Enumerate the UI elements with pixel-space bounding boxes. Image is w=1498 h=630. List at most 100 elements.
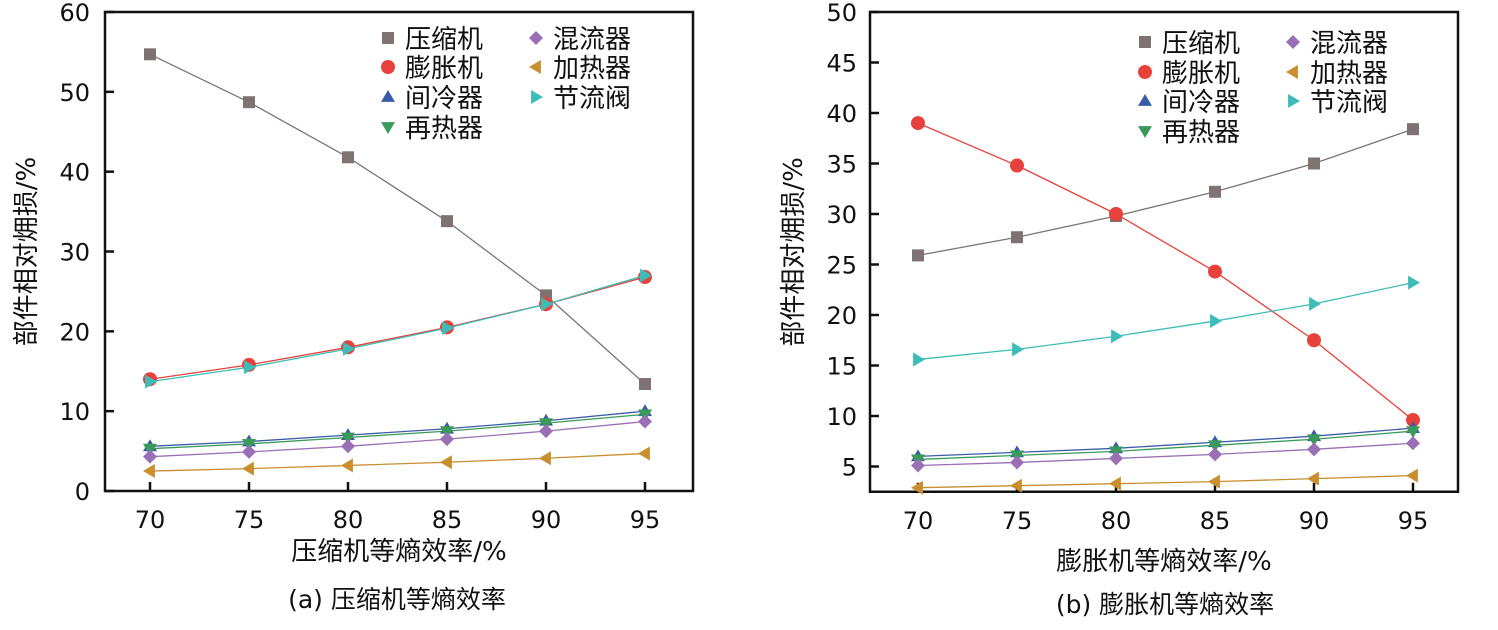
y-tick-label: 20 <box>59 318 90 346</box>
data-point <box>638 446 650 461</box>
y-tick-label: 30 <box>826 201 857 229</box>
series-line <box>149 274 646 383</box>
data-point <box>143 449 157 464</box>
data-point <box>244 360 256 375</box>
legend-marker <box>1138 126 1152 138</box>
data-point <box>911 116 925 131</box>
legend-label: 节流阀 <box>553 84 631 114</box>
x-axis-label: 压缩机等熵效率/% <box>291 537 506 567</box>
data-point <box>440 455 452 470</box>
y-tick-label: 0 <box>75 478 90 506</box>
legend-marker <box>1288 94 1300 108</box>
series-line <box>917 474 1414 489</box>
data-point <box>639 378 651 391</box>
series-line <box>917 427 1414 458</box>
x-tick-label: 95 <box>630 506 661 534</box>
data-point <box>1109 451 1123 466</box>
x-tick-label: 70 <box>903 507 934 535</box>
x-tick-label: 85 <box>432 506 463 534</box>
data-point <box>1309 296 1321 311</box>
series-加热器 <box>911 468 1418 495</box>
legend-marker <box>381 60 395 74</box>
series-节流阀 <box>913 275 1420 367</box>
legend-marker <box>1138 94 1152 106</box>
data-point <box>1307 442 1321 457</box>
y-tick-label: 20 <box>826 302 857 330</box>
legend-marker <box>1286 65 1298 79</box>
data-point <box>911 458 925 473</box>
legend-label: 压缩机 <box>405 25 483 55</box>
data-point <box>1307 471 1319 486</box>
data-point <box>341 439 355 454</box>
y-tick-label: 35 <box>826 151 857 179</box>
legend-label: 压缩机 <box>1162 29 1240 59</box>
data-point <box>1109 476 1121 491</box>
data-point <box>243 96 255 109</box>
x-tick-label: 75 <box>1002 507 1033 535</box>
data-point <box>1010 158 1024 173</box>
series-line <box>149 276 646 380</box>
legend-label: 间冷器 <box>1162 88 1240 118</box>
data-point <box>911 480 923 495</box>
series-混流器 <box>911 436 1420 473</box>
data-point <box>1012 342 1024 357</box>
data-point <box>1010 478 1022 493</box>
data-point <box>242 444 256 459</box>
data-point <box>441 215 453 228</box>
data-point <box>145 374 157 389</box>
legend-label: 膨胀机 <box>1162 59 1240 89</box>
data-point <box>1308 157 1320 170</box>
legend-marker <box>381 90 395 102</box>
data-point <box>1010 455 1024 470</box>
data-point <box>1210 314 1222 329</box>
data-point <box>1406 426 1420 439</box>
data-point <box>1407 123 1419 136</box>
series-混流器 <box>143 414 652 464</box>
series-line <box>917 128 1414 257</box>
data-point <box>913 352 925 367</box>
legend-marker <box>531 90 543 104</box>
series-line <box>149 420 646 458</box>
series-膨胀机 <box>911 116 1420 428</box>
series-line <box>149 452 646 472</box>
y-tick-label: 45 <box>826 50 857 78</box>
data-point <box>1307 434 1321 447</box>
data-point <box>342 151 354 164</box>
plot-frame <box>868 10 1460 493</box>
y-tick-label: 60 <box>59 0 90 27</box>
legend-marker <box>529 31 543 45</box>
x-tick-label: 90 <box>531 506 562 534</box>
series-line <box>917 282 1414 361</box>
data-point <box>1208 264 1222 279</box>
data-point <box>1307 333 1321 348</box>
legend-label: 节流阀 <box>1310 88 1388 118</box>
legend-label: 膨胀机 <box>405 54 483 84</box>
series-再热器 <box>911 426 1420 467</box>
data-point <box>1406 436 1420 451</box>
x-tick-label: 90 <box>1299 507 1330 535</box>
series-line <box>149 53 646 385</box>
legend-label: 加热器 <box>1310 59 1388 89</box>
y-tick-label: 10 <box>59 398 90 426</box>
x-tick-label: 75 <box>234 506 265 534</box>
data-point <box>440 432 454 447</box>
y-tick-label: 5 <box>842 454 857 482</box>
data-point <box>539 451 551 466</box>
y-tick-label: 50 <box>59 79 90 107</box>
x-axis-label: 膨胀机等熵效率/% <box>1056 547 1271 577</box>
data-point <box>1406 413 1420 428</box>
data-point <box>144 48 156 61</box>
series-膨胀机 <box>143 270 652 387</box>
legend-marker <box>1139 36 1151 48</box>
legend-label: 混流器 <box>553 25 631 55</box>
y-tick-label: 15 <box>826 353 857 381</box>
legend-label: 加热器 <box>553 54 631 84</box>
y-tick-label: 10 <box>826 403 857 431</box>
x-tick-label: 80 <box>1101 507 1132 535</box>
data-point <box>343 341 355 356</box>
data-point <box>1408 275 1420 290</box>
y-tick-label: 50 <box>826 0 857 27</box>
series-节流阀 <box>145 268 652 389</box>
legend-label: 再热器 <box>405 114 483 144</box>
